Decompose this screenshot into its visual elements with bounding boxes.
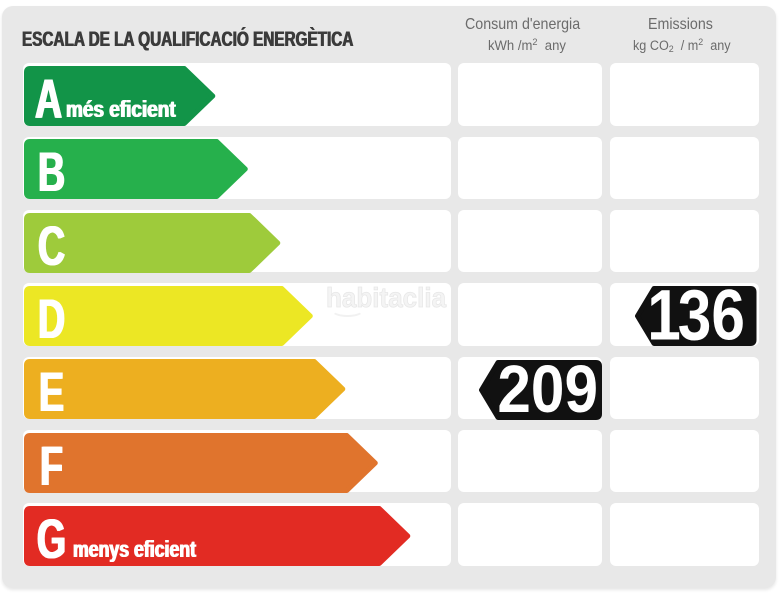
svg-text:136: 136: [647, 286, 745, 346]
svg-text:209: 209: [497, 360, 598, 420]
